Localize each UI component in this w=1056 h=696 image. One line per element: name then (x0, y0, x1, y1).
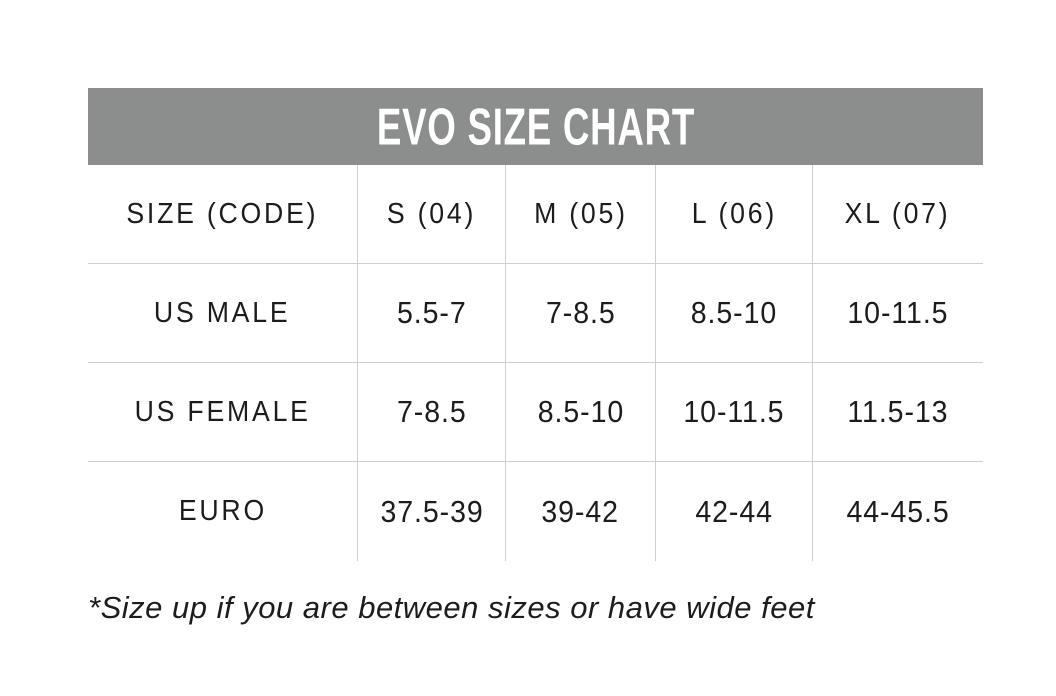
column-header-large: L (06) (656, 165, 813, 264)
value-euro-m: 39-42 (506, 462, 657, 561)
column-header-xlarge: XL (07) (812, 165, 983, 264)
value-us-male-m: 7-8.5 (505, 264, 657, 363)
size-chart-table: SIZE (CODE) S (04) M (05) L (06) XL (07)… (88, 165, 983, 561)
row-label-us-female: US FEMALE (88, 363, 359, 462)
size-chart-footnote: *Size up if you are between sizes or hav… (88, 590, 815, 625)
row-label-us-male: US MALE (88, 264, 359, 363)
column-header-size-code: SIZE (CODE) (88, 165, 359, 264)
value-us-female-s: 7-8.5 (358, 363, 506, 462)
value-us-female-xl: 11.5-13 (812, 363, 983, 462)
value-euro-l: 42-44 (656, 462, 813, 561)
size-chart: EVO SIZE CHART SIZE (CODE) S (04) M (05)… (88, 88, 983, 561)
size-chart-title: EVO SIZE CHART (376, 97, 695, 156)
value-us-female-m: 8.5-10 (505, 363, 657, 462)
value-us-female-l: 10-11.5 (656, 363, 813, 462)
row-label-euro: EURO (88, 462, 359, 561)
value-us-male-l: 8.5-10 (656, 264, 813, 363)
value-us-male-s: 5.5-7 (358, 264, 506, 363)
size-chart-title-bar: EVO SIZE CHART (88, 88, 983, 165)
column-header-medium: M (05) (505, 165, 657, 264)
value-euro-xl: 44-45.5 (846, 493, 950, 529)
value-euro-s: 37.5-39 (358, 462, 506, 561)
column-header-small: S (04) (358, 165, 506, 264)
value-us-male-xl: 10-11.5 (812, 264, 983, 363)
